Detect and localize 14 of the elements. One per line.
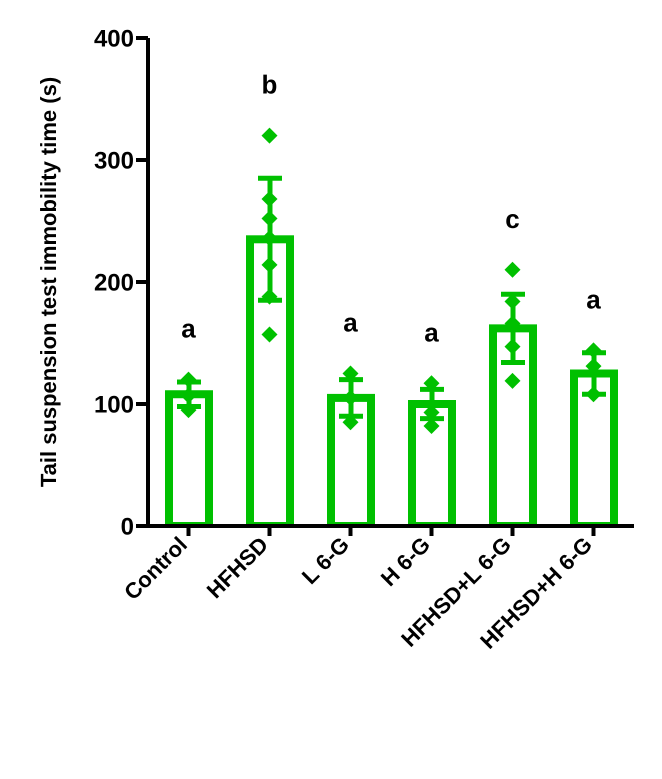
annotation: b <box>262 70 278 100</box>
y-axis-title: Tail suspension test immobility time (s) <box>36 76 61 488</box>
y-tick-label: 400 <box>94 26 134 53</box>
y-tick-label: 0 <box>120 514 134 541</box>
annotation: a <box>586 284 602 314</box>
x-tick-label: L 6-G <box>296 532 354 590</box>
annotation: a <box>343 308 358 338</box>
y-tick-label: 100 <box>94 392 134 419</box>
annotation: a <box>424 317 440 348</box>
annotation: a <box>181 314 196 344</box>
y-tick-label: 300 <box>94 148 134 175</box>
annotation: c <box>505 204 520 234</box>
y-tick-label: 200 <box>94 270 134 297</box>
x-tick-label: H 6-G <box>376 532 436 592</box>
